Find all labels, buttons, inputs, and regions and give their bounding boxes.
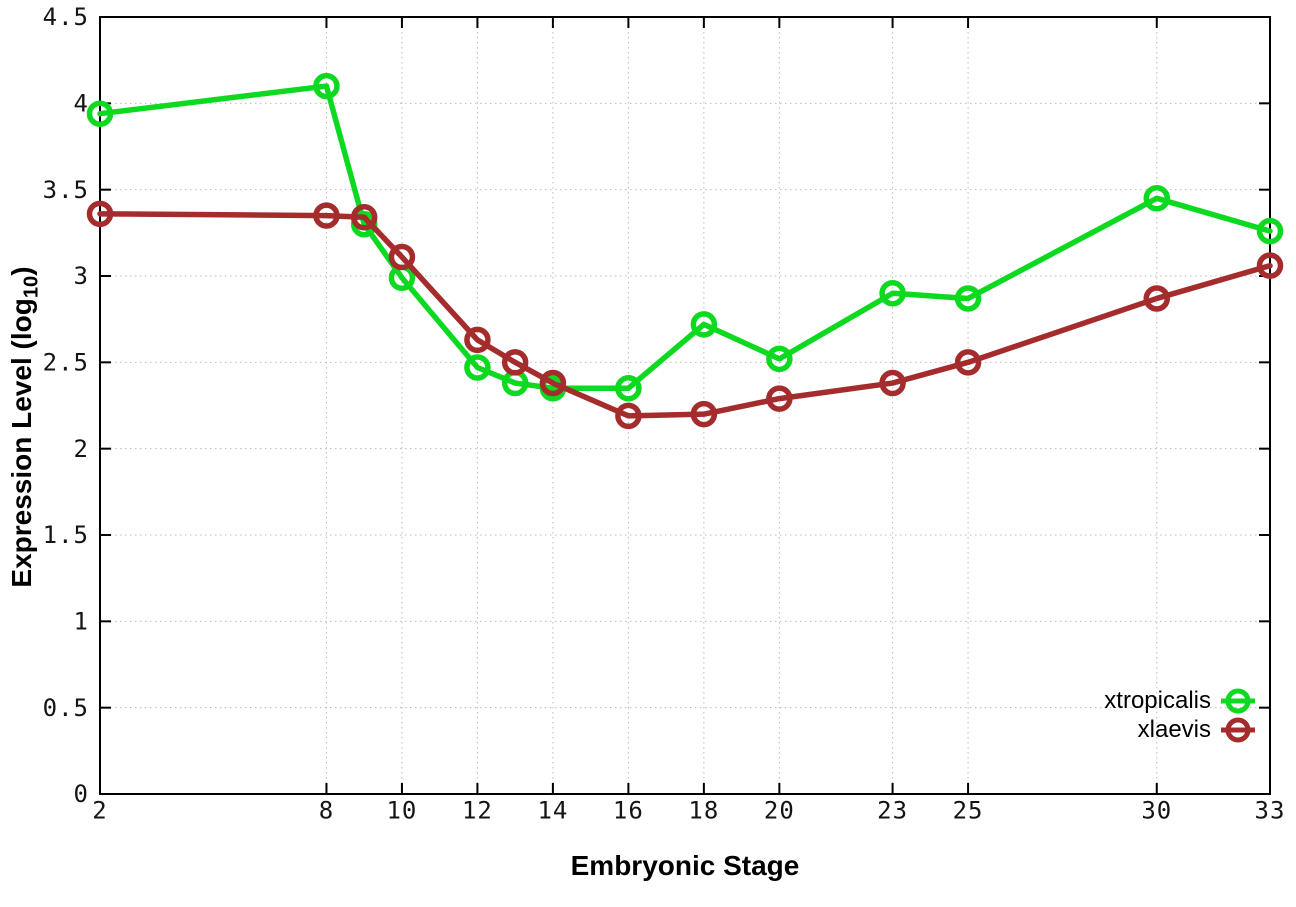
data-point-xlaevis (501, 349, 529, 376)
y-tick-label: 4.5 (43, 3, 89, 31)
x-tick-label: 10 (386, 797, 417, 825)
y-axis-title: Expression Level (log10) (6, 217, 48, 637)
data-point-xtropicalis (690, 311, 718, 338)
legend-label-xtropicalis: xtropicalis (1104, 686, 1211, 714)
y-tick-label: 2 (74, 435, 89, 463)
legend-label-xlaevis: xlaevis (1137, 715, 1211, 743)
y-tick-label: 2.5 (43, 348, 89, 376)
x-tick-label: 2 (92, 797, 107, 825)
legend-item-xlaevis: xlaevis (1104, 715, 1255, 744)
data-point-xtropicalis (954, 285, 982, 312)
legend: xtropicalis xlaevis (1104, 686, 1255, 744)
y-tick-label: 1.5 (43, 521, 89, 549)
x-tick-label: 23 (877, 797, 908, 825)
data-point-xtropicalis (1256, 217, 1284, 245)
x-tick-label: 33 (1255, 797, 1286, 825)
legend-marker-xlaevis (1221, 717, 1255, 742)
legend-ring-icon (1225, 717, 1251, 742)
data-point-xlaevis (464, 326, 491, 354)
legend-marker-xtropicalis (1221, 688, 1255, 713)
data-point-xtropicalis (313, 72, 340, 100)
x-tick-label: 18 (688, 797, 719, 825)
data-point-xlaevis (313, 202, 340, 229)
data-point-xtropicalis (879, 280, 906, 307)
legend-ring-icon (1225, 688, 1251, 713)
x-axis-title: Embryonic Stage (570, 850, 800, 881)
y-tick-label: 0 (74, 780, 89, 808)
data-point-xlaevis (539, 369, 567, 397)
y-axis-title-subscript: 10 (20, 275, 43, 299)
data-point-xlaevis (690, 400, 718, 428)
data-point-xtropicalis (464, 354, 491, 381)
data-point-xlaevis (1256, 252, 1284, 279)
data-point-xtropicalis (86, 100, 114, 127)
y-axis-title-suffix: ) (6, 266, 37, 276)
data-point-xlaevis (86, 200, 114, 228)
y-tick-label: 3.5 (43, 176, 89, 204)
data-point-xlaevis (879, 369, 906, 397)
y-tick-label: 0.5 (43, 694, 89, 722)
x-tick-label: 25 (953, 797, 984, 825)
x-tick-label: 8 (319, 797, 334, 825)
data-point-xlaevis (1143, 285, 1171, 312)
series-line-xlaevis (97, 211, 1273, 419)
data-point-xlaevis (350, 204, 378, 231)
data-point-xlaevis (388, 243, 416, 271)
data-point-xtropicalis (766, 345, 793, 373)
data-point-xtropicalis (615, 374, 642, 402)
plot-border (99, 16, 1271, 795)
y-axis-title-text: Expression Level (log (6, 298, 37, 588)
data-point-xlaevis (766, 385, 793, 412)
data-point-xtropicalis (1143, 185, 1171, 212)
x-tick-label: 16 (613, 797, 644, 825)
x-tick-label: 14 (537, 797, 568, 825)
data-point-xlaevis (615, 402, 642, 430)
x-tick-label: 12 (462, 797, 493, 825)
x-tick-label: 20 (764, 797, 795, 825)
y-tick-label: 3 (74, 262, 89, 290)
x-tick-label: 30 (1141, 797, 1172, 825)
data-point-xlaevis (954, 349, 982, 376)
y-tick-label: 4 (74, 89, 89, 117)
y-tick-label: 1 (74, 607, 89, 635)
series-line-xtropicalis (97, 83, 1273, 391)
legend-item-xtropicalis: xtropicalis (1104, 686, 1255, 715)
